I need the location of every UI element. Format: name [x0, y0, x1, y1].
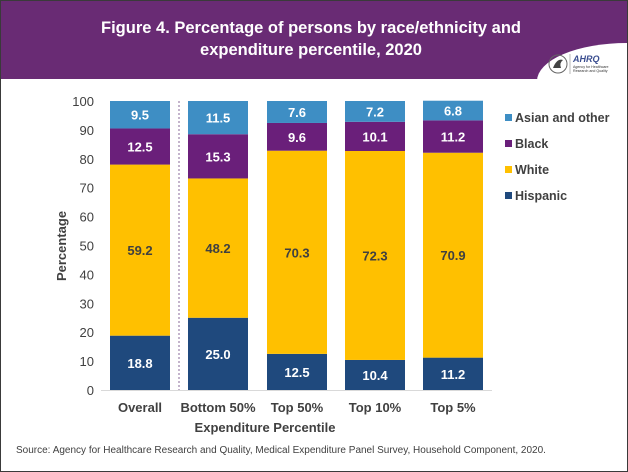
y-tick-label: 70	[80, 181, 94, 196]
x-axis: Overall Bottom 50% Top 50% Top 10% Top 5%	[101, 101, 492, 415]
bar-segment-asian-and-other	[188, 101, 248, 135]
data-label: 12.5	[127, 140, 152, 155]
chart-title: Figure 4. Percentage of persons by race/…	[61, 17, 561, 61]
y-tick-label: 40	[80, 267, 94, 282]
hhs-eagle-icon	[548, 54, 568, 74]
bar-segment-asian-and-other	[423, 100, 483, 121]
bar-segment-asian-and-other	[345, 101, 405, 122]
legend-item-asian-and-other: Asian and other	[505, 111, 610, 125]
legend-swatch	[505, 114, 512, 121]
y-tick-label: 100	[72, 94, 94, 109]
data-label: 12.5	[284, 365, 309, 380]
legend-swatch	[505, 192, 512, 199]
y-tick-label: 0	[87, 383, 94, 398]
data-label: 70.9	[440, 248, 465, 263]
stacked-bar-chart: 0 10 20 30 40 50 60 70 80 90 100 18.8 59.2 12.5 9.5 25…	[54, 94, 610, 415]
x-tick-label: Overall	[118, 400, 162, 415]
bar-stack-top-50-: 12.5 70.3 9.6 7.6	[267, 101, 327, 390]
bar-segment-asian-and-other	[267, 101, 327, 123]
source-note: Source: Agency for Healthcare Research a…	[16, 445, 546, 456]
ahrq-logo: AHRQ Agency for Healthcare Research and …	[548, 54, 609, 74]
y-tick-label: 10	[80, 354, 94, 369]
data-label: 18.8	[127, 356, 152, 371]
bar-segment-black	[188, 134, 248, 179]
data-label: 59.2	[127, 243, 152, 258]
data-label: 70.3	[284, 245, 309, 260]
bar-segment-asian-and-other	[110, 101, 170, 129]
bar-stack-top-5-: 11.2 70.9 11.2 6.8	[423, 100, 483, 390]
bar-segment-hispanic	[267, 353, 327, 390]
data-label: 72.3	[362, 248, 387, 263]
bar-segment-white	[423, 152, 483, 358]
x-tick-label: Top 5%	[430, 400, 476, 415]
bar-segment-hispanic	[188, 317, 248, 390]
legend-label: White	[515, 163, 549, 177]
bar-segment-hispanic	[110, 335, 170, 390]
x-tick-label: Top 10%	[349, 400, 402, 415]
legend: Asian and other Black White Hispanic	[505, 111, 610, 203]
bar-stack-bottom-50-: 25.0 48.2 15.3 11.5	[188, 101, 248, 390]
data-label: 10.1	[362, 129, 387, 144]
chart-title-line2: expenditure percentile, 2020	[200, 41, 422, 59]
bar-segment-white	[188, 178, 248, 318]
y-tick-label: 80	[80, 152, 94, 167]
data-label: 15.3	[205, 149, 230, 164]
data-label: 9.6	[288, 130, 306, 145]
legend-swatch	[505, 140, 512, 147]
bars: 18.8 59.2 12.5 9.5 25.0 48.2 15.3 11.5 12.5 70.3 9…	[110, 100, 483, 390]
bar-segment-hispanic	[345, 359, 405, 390]
y-axis-title: Percentage	[54, 211, 69, 281]
legend-item-hispanic: Hispanic	[505, 189, 567, 203]
data-label: 7.2	[366, 104, 384, 119]
data-label: 7.6	[288, 105, 306, 120]
x-tick-label: Bottom 50%	[180, 400, 256, 415]
bar-stack-overall: 18.8 59.2 12.5 9.5	[110, 101, 170, 390]
bar-segment-hispanic	[423, 357, 483, 390]
bar-segment-black	[423, 120, 483, 153]
x-axis-title: Expenditure Percentile	[194, 420, 336, 435]
bar-segment-black	[267, 122, 327, 151]
data-label: 11.2	[441, 130, 466, 145]
logo-subtext2: Research and Quality	[573, 69, 608, 73]
chart-title-line1: Figure 4. Percentage of persons by race/…	[101, 19, 521, 37]
data-label: 11.2	[441, 367, 466, 382]
data-label: 25.0	[205, 347, 230, 362]
legend-swatch	[505, 166, 512, 173]
y-tick-label: 20	[80, 325, 94, 340]
data-label: 10.4	[362, 368, 388, 383]
y-tick-label: 50	[80, 239, 94, 254]
bar-segment-white	[345, 150, 405, 360]
data-label: 11.5	[206, 111, 231, 126]
data-label: 9.5	[131, 108, 149, 123]
x-tick-label: Top 50%	[271, 400, 324, 415]
bar-segment-black	[345, 121, 405, 151]
bar-segment-black	[110, 128, 170, 165]
legend-label: Hispanic	[515, 189, 567, 203]
bar-stack-top-10-: 10.4 72.3 10.1 7.2	[345, 101, 405, 390]
y-tick-label: 60	[80, 210, 94, 225]
data-label: 48.2	[205, 241, 230, 256]
logo-subtext1: Agency for Healthcare	[573, 65, 609, 69]
header-banner: Figure 4. Percentage of persons by race/…	[1, 1, 627, 81]
y-axis: 0 10 20 30 40 50 60 70 80 90 100	[72, 94, 94, 398]
legend-item-black: Black	[505, 137, 548, 151]
y-tick-label: 90	[80, 123, 94, 138]
logo-text: AHRQ	[572, 54, 600, 64]
bar-segment-white	[267, 150, 327, 354]
legend-label: Black	[515, 137, 548, 151]
data-label: 6.8	[444, 104, 462, 119]
y-tick-label: 30	[80, 296, 94, 311]
bar-segment-white	[110, 164, 170, 336]
legend-item-white: White	[505, 163, 549, 177]
legend-label: Asian and other	[515, 111, 610, 125]
